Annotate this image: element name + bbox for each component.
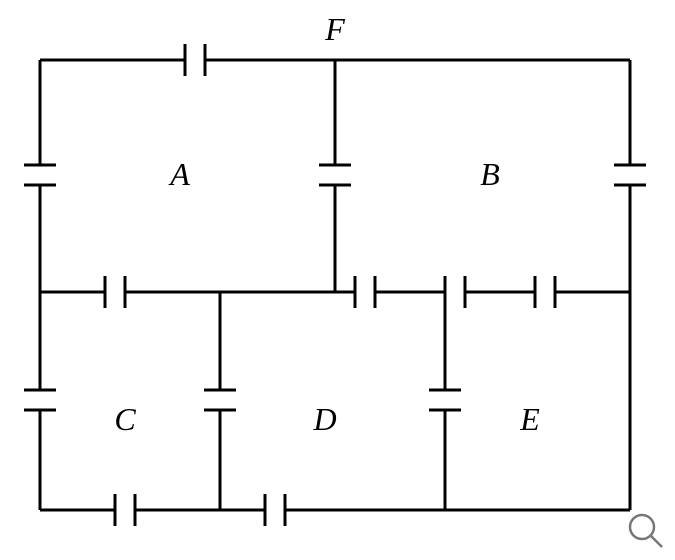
capacitor-colB-v2 bbox=[429, 390, 461, 410]
labels-layer: F A B C D E bbox=[114, 11, 540, 437]
capacitor-right-v1 bbox=[614, 165, 646, 185]
label-F: F bbox=[324, 11, 345, 47]
label-E: E bbox=[519, 401, 540, 437]
wires-layer bbox=[40, 60, 630, 510]
capacitor-row2-h3 bbox=[445, 276, 465, 308]
capacitor-colA-v2 bbox=[204, 390, 236, 410]
capacitor-left-v1 bbox=[24, 165, 56, 185]
label-B: B bbox=[480, 156, 500, 192]
capacitor-bot-h1 bbox=[115, 494, 135, 526]
capacitor-row2-h1 bbox=[105, 276, 125, 308]
capacitor-row2-h4 bbox=[535, 276, 555, 308]
magnifier-icon[interactable] bbox=[630, 515, 662, 547]
label-D: D bbox=[312, 401, 336, 437]
label-C: C bbox=[114, 401, 136, 437]
label-A: A bbox=[168, 156, 190, 192]
capacitor-left-v2 bbox=[24, 390, 56, 410]
capacitor-bot-h2 bbox=[265, 494, 285, 526]
capacitor-row2-h2 bbox=[355, 276, 375, 308]
capacitor-mid-v1 bbox=[319, 165, 351, 185]
circuit-diagram: F A B C D E bbox=[0, 0, 675, 560]
capacitor-top-left-h bbox=[185, 44, 205, 76]
